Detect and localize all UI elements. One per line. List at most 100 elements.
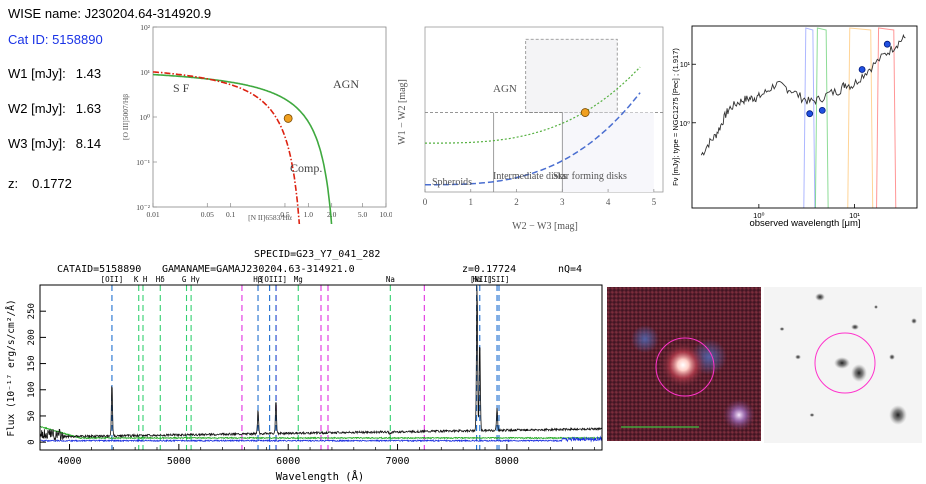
sed-photometry-point — [806, 110, 814, 118]
bpt-frame — [152, 26, 387, 208]
w2-label: W2 [mJy]: — [8, 101, 66, 116]
wise-green-track — [425, 66, 641, 144]
bpt-kauffmann-line — [152, 71, 301, 224]
w1-label: W1 [mJy]: — [8, 66, 66, 81]
spec-xtick-label: 6000 — [276, 456, 300, 467]
w2-row: W2 [mJy]: 1.63 — [8, 101, 101, 116]
bpt-xtick-label: 0.01 — [146, 210, 159, 219]
wise-xlabel: W2 − W3 [mag] — [512, 221, 578, 232]
wise-xtick-label: 4 — [606, 197, 611, 207]
spec-frame — [39, 284, 603, 451]
wise-xtick-label: 1 — [469, 197, 474, 207]
sed-filter-curve — [847, 27, 874, 209]
bpt-label-sf: S F — [173, 81, 190, 95]
sed-filter-curve — [814, 27, 829, 209]
wise-xtick-label: 5 — [652, 197, 657, 207]
z-value: 0.1772 — [32, 176, 72, 191]
cutout-blue-blob-2 — [631, 325, 659, 353]
spec-ytick-label: 250 — [27, 303, 37, 319]
spec-xtick-label: 7000 — [385, 456, 409, 467]
spec-line-label: [SII] — [487, 275, 510, 284]
grey-source-top — [815, 293, 825, 301]
bpt-ytick-label: 10⁰ — [139, 113, 150, 122]
spec-xlabel: Wavelength (Å) — [276, 470, 365, 483]
bpt-xtick-label: 10.0 — [379, 210, 392, 219]
w2-value: 1.63 — [75, 101, 102, 116]
grey-aperture-circle — [814, 332, 876, 394]
sed-xtick-label: 10¹ — [849, 211, 860, 220]
bpt-label-agn: AGN — [333, 77, 359, 91]
bpt-data-point — [283, 114, 293, 123]
wise-blue-track — [425, 92, 641, 186]
bpt-xtick-label: 0.5 — [280, 210, 290, 219]
wise-ylabel: W1 − W2 [mag] — [397, 79, 408, 145]
wise-agn-box — [525, 38, 618, 113]
grey-target-galaxy — [834, 357, 850, 369]
wise-xtick-label: 0 — [423, 197, 428, 207]
sed-xlabel: observed wavelength [μm] — [749, 218, 860, 229]
bpt-ytick-label: 10⁻² — [136, 203, 150, 212]
bpt-xtick-label: 0.1 — [226, 210, 236, 219]
grey-bright-source — [889, 405, 907, 425]
wise-xtick-label: 2 — [514, 197, 519, 207]
cutout-target-galaxy — [661, 343, 705, 387]
bpt-ylabel: [O III]5007/Hβ — [121, 94, 130, 140]
cat-id-link[interactable]: Cat ID: 5158890 — [8, 32, 103, 47]
sed-template-line — [700, 33, 906, 156]
bpt-xtick-label: 1.0 — [304, 210, 314, 219]
sed-filter-curve — [803, 27, 816, 209]
spec-catid: CATAID=5158890 — [57, 264, 141, 275]
sed-frame — [691, 25, 918, 209]
spec-redshift: z=0.17724 — [462, 264, 516, 275]
spec-ytick-label: 100 — [27, 382, 37, 398]
cutout-neighbour-galaxy — [723, 399, 755, 431]
sed-ytick-label: 10¹ — [680, 62, 691, 69]
spec-line-markers — [111, 285, 500, 450]
bpt-ytick-label: 10² — [140, 23, 151, 32]
wise-label-spheroids: Spheroids — [432, 177, 472, 188]
spec-line-labels: [OII] K H Hδ G Hγ Hβ[OIII] Mg Na Hα[NII][SII] — [101, 275, 510, 284]
spec-line-label: Hα — [473, 275, 483, 284]
colour-cutout-image — [607, 287, 761, 441]
spec-xtick-label: 5000 — [167, 456, 191, 467]
spec-ytick-label: 0 — [27, 439, 37, 444]
bpt-label-comp: Comp. — [290, 161, 322, 175]
spec-line-label: Mg — [294, 275, 303, 284]
wise-label-intermediate: Intermediate disks — [493, 171, 567, 182]
grey-source — [779, 327, 785, 331]
sed-photometry — [806, 40, 891, 118]
grey-source — [874, 305, 878, 309]
sed-ticks: 10⁰ 10¹ 10⁰ 10¹ — [679, 62, 860, 220]
spec-ylabel: Flux (10⁻¹⁷ erg/s/cm²/Å) — [5, 299, 17, 436]
w3-value: 8.14 — [75, 136, 102, 151]
sed-ytick-label: 10⁰ — [679, 120, 690, 128]
spec-xtick-label: 8000 — [495, 456, 519, 467]
grey-source — [889, 354, 895, 360]
z-label: z: — [8, 176, 19, 191]
wise-xtick-label: 3 — [560, 197, 565, 207]
spec-line-label: Hδ — [156, 275, 166, 284]
spec-nq: nQ=4 — [558, 264, 582, 275]
spec-line-label: [OII] — [101, 275, 124, 284]
sed-photometry-point — [818, 106, 826, 114]
spec-line-label: [OIII] — [260, 275, 287, 284]
sed-ylabel: Fν [mJy]; type = NGC1275 [Pec] ; (1.917) — [672, 48, 680, 186]
bpt-diagram: 0.01 0.05 0.1 0.5 1.0 2.0 5.0 10.0 10⁻² 10⁻¹ 10⁰ 10… — [121, 23, 392, 224]
grey-neighbour — [851, 364, 867, 382]
spec-sky-continuum — [40, 425, 603, 440]
cutout-aperture-circle — [655, 337, 715, 397]
spec-flux-line — [39, 286, 603, 441]
spec-specid: SPECID=G23_Y7_041_282 — [254, 249, 380, 260]
spec-ytick-label: 200 — [27, 329, 37, 345]
sed-filter-curves — [803, 27, 897, 209]
greyscale-cutout-image — [764, 287, 922, 443]
bpt-xlabel: [N II]6583/Hα — [248, 213, 292, 222]
grey-source — [851, 324, 859, 330]
grey-source — [911, 318, 917, 324]
w3-label: W3 [mJy]: — [8, 136, 66, 151]
bpt-ytick-label: 10¹ — [140, 68, 150, 77]
spec-line-label: K H — [134, 275, 148, 284]
bpt-ytick-label: 10⁻¹ — [136, 158, 150, 167]
sed-photometry-point — [883, 40, 891, 48]
